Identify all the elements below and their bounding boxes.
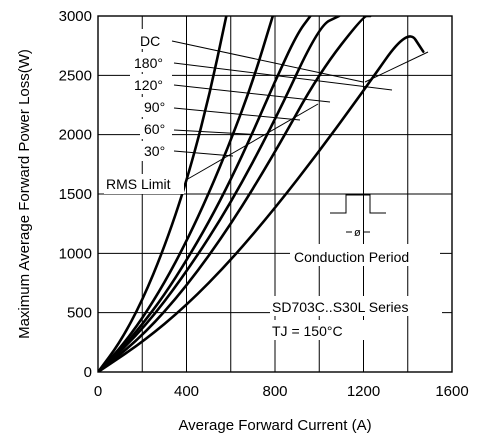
label-30: 30° (144, 143, 165, 159)
series-label: SD703C..S30L Series (272, 299, 408, 315)
y-tick-label: 1000 (59, 245, 92, 262)
curve-180deg (98, 16, 372, 372)
y-tick-label: 2500 (59, 67, 92, 84)
x-tick-labels: 0 400 800 1200 1600 (94, 383, 469, 400)
label-120: 120° (134, 77, 163, 93)
label-dc: DC (140, 33, 160, 49)
y-tick-label: 0 (84, 364, 92, 381)
curve-30deg (98, 16, 228, 372)
curve-DC (98, 35, 425, 372)
label-180: 180° (134, 55, 163, 71)
y-tick-label: 500 (67, 305, 92, 322)
curve-120deg (98, 16, 341, 372)
curves (98, 16, 425, 372)
y-tick-label: 3000 (59, 8, 92, 25)
device-labels: SD703C..S30L Series TJ = 150°C (270, 296, 442, 340)
y-tick-labels: 0 500 1000 1500 2000 2500 3000 (59, 8, 92, 381)
conduction-period-label: Conduction Period (294, 249, 409, 265)
x-axis-title: Average Forward Current (A) (178, 417, 371, 434)
label-60: 60° (144, 121, 165, 137)
x-tick-label: 1600 (435, 383, 468, 400)
rms-limit-annotation: RMS Limit (104, 51, 429, 194)
x-tick-label: 0 (94, 383, 102, 400)
tj-label: TJ = 150°C (272, 323, 343, 339)
angle-labels: DC 180° 120° 90° 60° 30° (130, 29, 393, 161)
y-tick-label: 2000 (59, 127, 92, 144)
y-tick-label: 1500 (59, 186, 92, 203)
conduction-period-inset: ø Conduction Period (290, 194, 440, 266)
rms-limit-label: RMS Limit (106, 176, 171, 192)
conduction-symbol: ø (354, 227, 361, 239)
plot-frame (97, 15, 453, 373)
label-90: 90° (144, 99, 165, 115)
x-tick-label: 400 (174, 383, 199, 400)
curve-90deg (98, 16, 312, 372)
y-axis-title: Maximum Average Forward Power Loss(W) (16, 49, 33, 339)
x-tick-label: 1200 (347, 383, 380, 400)
x-tick-label: 800 (262, 383, 287, 400)
curve-60deg (98, 16, 275, 372)
